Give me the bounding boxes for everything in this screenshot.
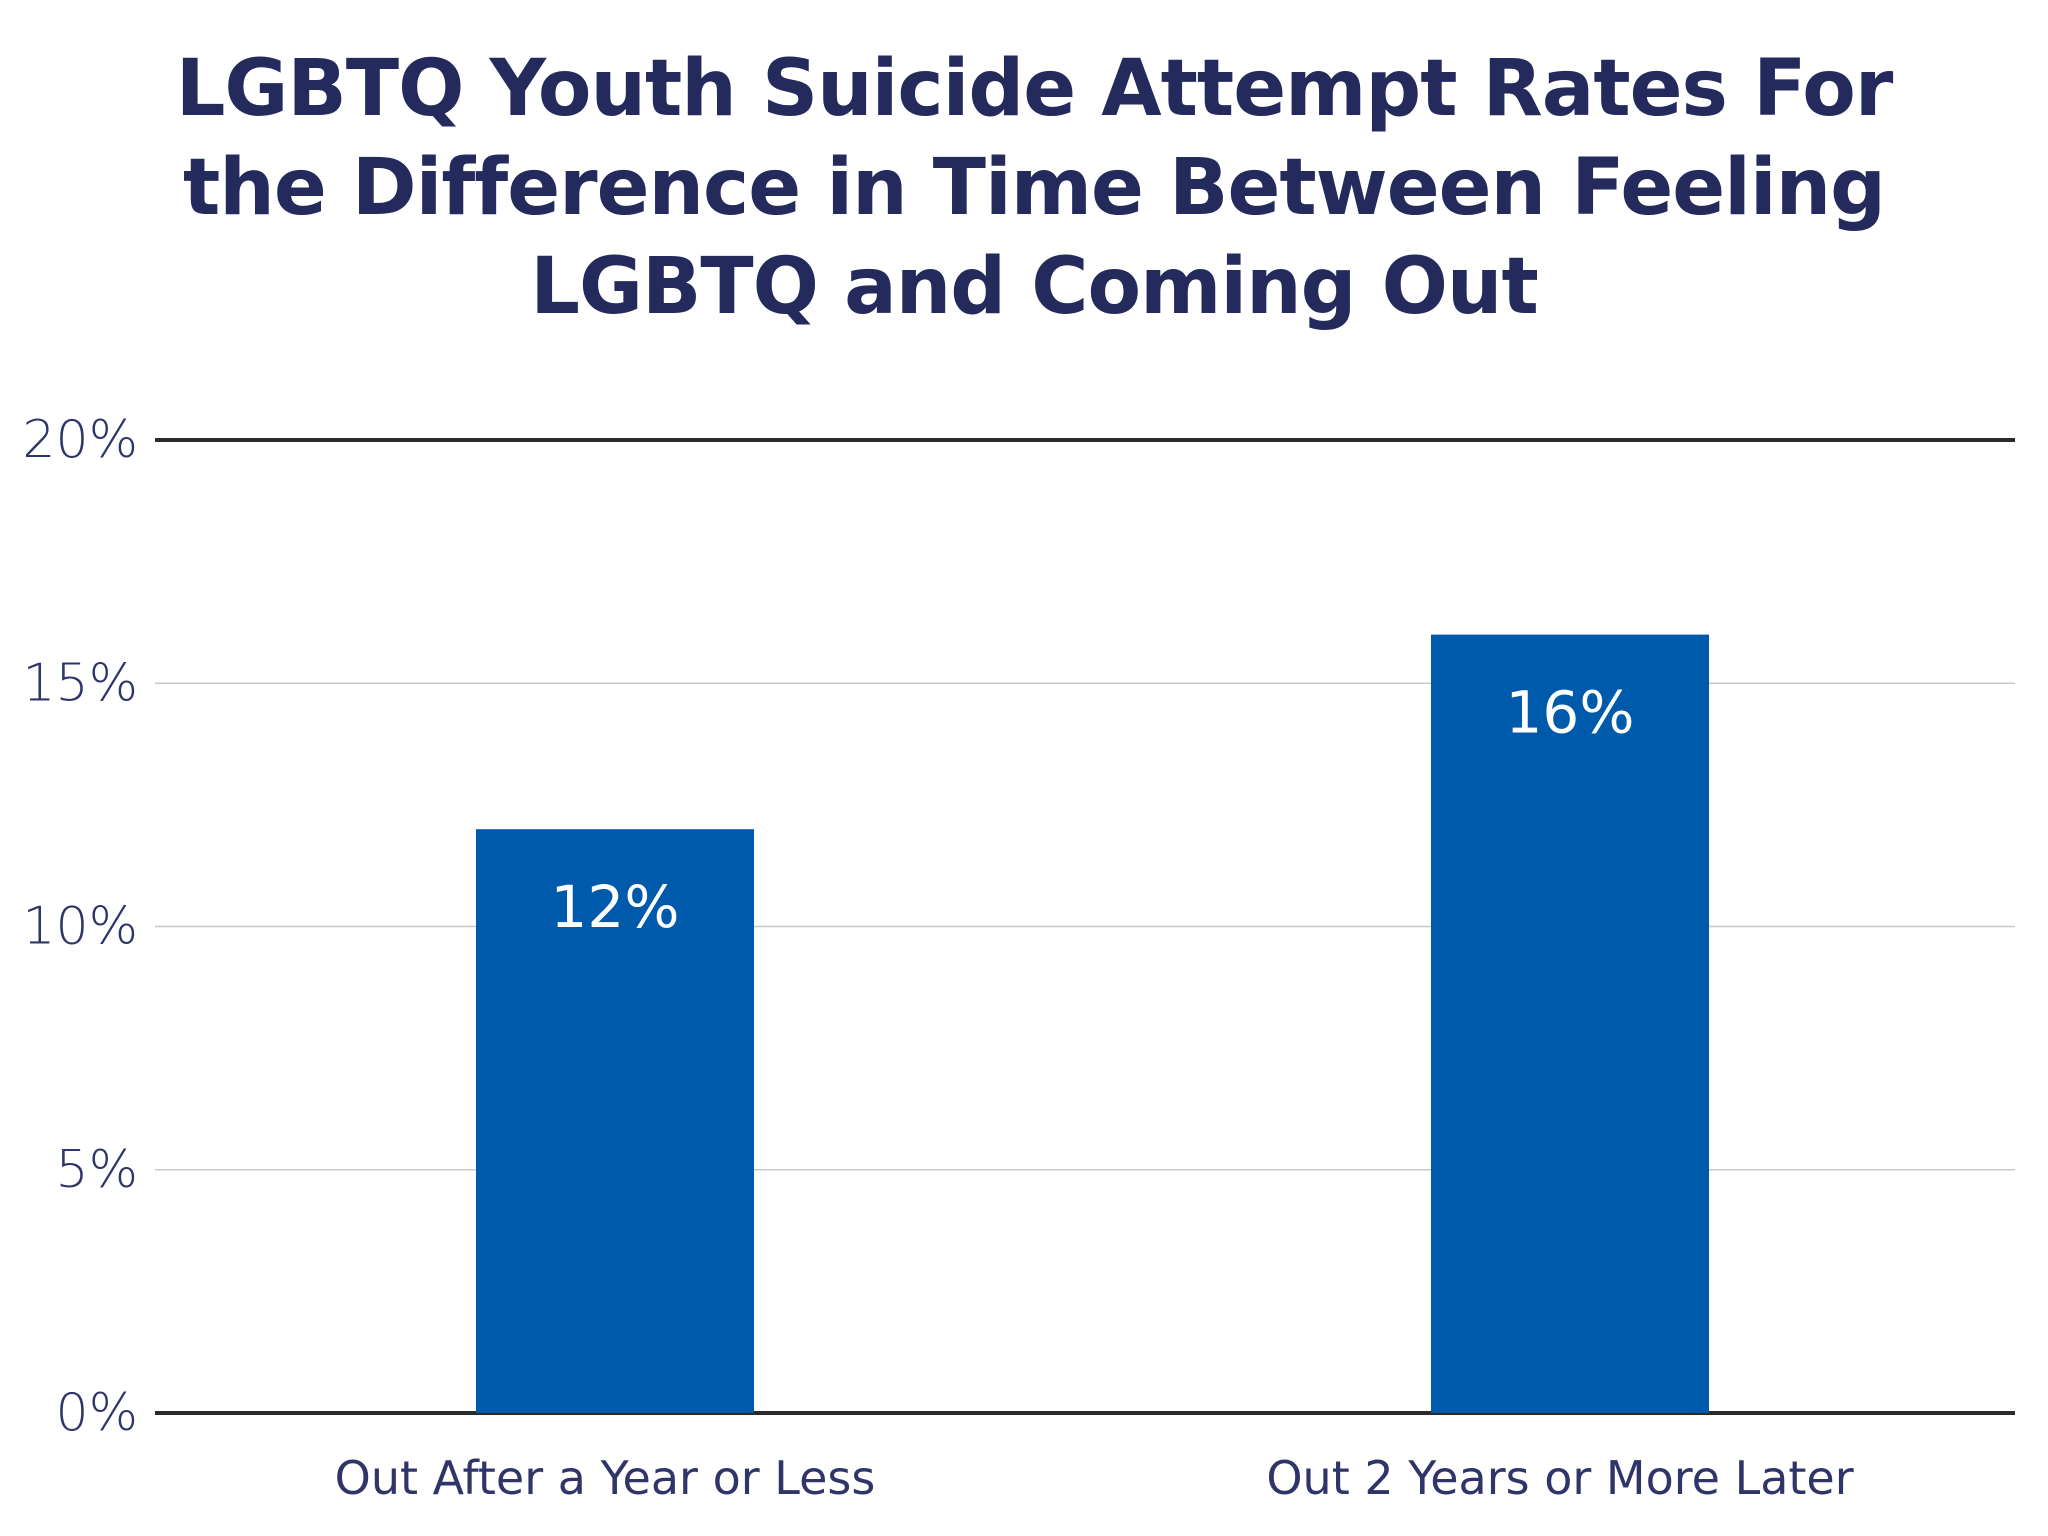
bar-data-labels: 12% 16%: [551, 679, 1635, 942]
x-category-label: Out 2 Years or More Later: [1266, 1451, 1853, 1505]
gridlines: [155, 438, 2015, 1415]
y-tick-label: 20%: [22, 410, 138, 470]
y-tick-label: 15%: [22, 653, 138, 713]
y-axis-tick-labels: 0% 5% 10% 15% 20%: [22, 410, 138, 1443]
y-tick-label: 0%: [56, 1383, 139, 1443]
x-axis-category-labels: Out After a Year or Less Out 2 Years or M…: [335, 1451, 1854, 1505]
chart-title: LGBTQ Youth Suicide Attempt Rates For th…: [175, 44, 1894, 332]
x-category-label: Out After a Year or Less: [335, 1451, 876, 1505]
bar-data-label: 12%: [551, 873, 680, 941]
bars: [476, 634, 1709, 1413]
bar: [476, 829, 754, 1413]
y-tick-label: 10%: [22, 897, 138, 957]
y-tick-label: 5%: [56, 1140, 139, 1200]
bar-data-label: 16%: [1506, 679, 1635, 747]
bar: [1431, 634, 1709, 1413]
